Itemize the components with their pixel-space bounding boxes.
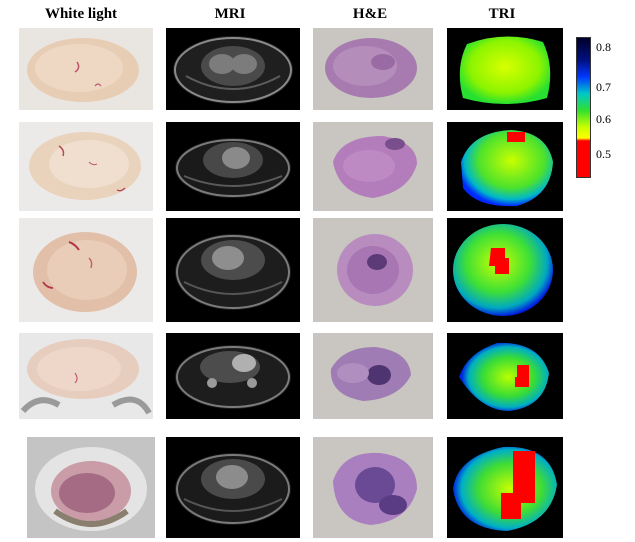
he-image-1 bbox=[313, 28, 433, 110]
he-image-4 bbox=[313, 333, 433, 419]
header-tri: TRI bbox=[488, 6, 516, 22]
header-mri: MRI bbox=[214, 6, 246, 22]
mri-image-1 bbox=[166, 28, 300, 110]
colorbar-tick: 0.8 bbox=[596, 40, 611, 54]
mri-image-3 bbox=[166, 218, 300, 322]
tri-image-1 bbox=[447, 28, 563, 110]
tri-image-4 bbox=[447, 333, 563, 419]
he-image-2 bbox=[313, 122, 433, 211]
mri-image-5 bbox=[166, 437, 300, 538]
he-image-5 bbox=[313, 437, 433, 538]
header-white-light: White light bbox=[44, 6, 118, 22]
tri-image-2 bbox=[447, 122, 563, 211]
header-he: H&E bbox=[352, 6, 388, 22]
he-image-3 bbox=[313, 218, 433, 322]
white-light-image-5 bbox=[27, 437, 155, 538]
colorbar-tick: 0.7 bbox=[596, 80, 611, 94]
mri-image-2 bbox=[166, 122, 300, 211]
white-light-image-4 bbox=[19, 333, 153, 419]
white-light-image-1 bbox=[19, 28, 153, 110]
white-light-image-3 bbox=[19, 218, 153, 322]
tri-image-3 bbox=[447, 218, 563, 322]
white-light-image-2 bbox=[19, 122, 153, 211]
tri-image-5 bbox=[447, 437, 563, 538]
colorbar-tick: 0.6 bbox=[596, 112, 611, 126]
colorbar bbox=[576, 37, 591, 178]
colorbar-tick: 0.5 bbox=[596, 147, 611, 161]
mri-image-4 bbox=[166, 333, 300, 419]
